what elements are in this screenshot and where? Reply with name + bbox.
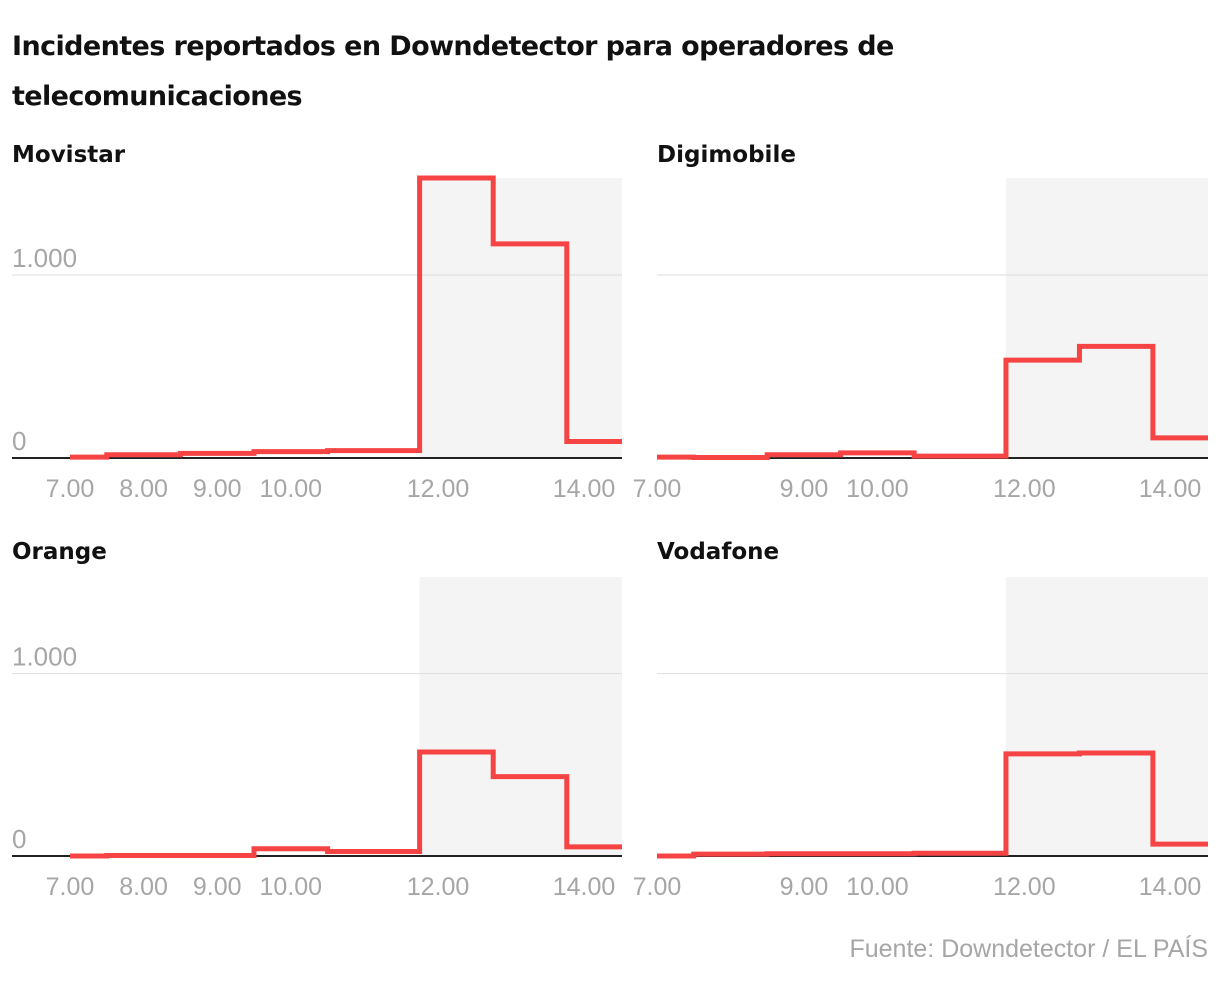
- y-tick-label: 0: [12, 824, 26, 854]
- x-tick-label: 7.00: [46, 475, 95, 503]
- x-tick-label: 7.00: [633, 475, 682, 503]
- x-tick-label: 12.00: [993, 873, 1056, 901]
- panel-title: Orange: [12, 539, 107, 565]
- panel-orange: Orange 0 1.000 7.00 8.00 9.00 10.00 12.00 14.00: [12, 539, 622, 901]
- x-tick-label: 10.00: [846, 873, 909, 901]
- x-tick-label: 10.00: [260, 475, 323, 503]
- x-tick-label: 7.00: [46, 873, 95, 901]
- x-tick-label: 8.00: [119, 475, 168, 503]
- x-tick-label: 14.00: [553, 475, 616, 503]
- highlight-band: [1005, 577, 1208, 856]
- x-tick-label: 9.00: [193, 873, 242, 901]
- highlight-band: [419, 178, 622, 458]
- x-tick-label: 7.00: [633, 873, 682, 901]
- x-tick-label: 14.00: [553, 873, 616, 901]
- highlight-band: [1005, 178, 1208, 458]
- x-tick-label: 10.00: [846, 475, 909, 503]
- x-tick-label: 14.00: [1139, 475, 1202, 503]
- x-tick-label: 8.00: [119, 873, 168, 901]
- x-tick-label: 12.00: [407, 873, 470, 901]
- x-tick-label: 14.00: [1139, 873, 1202, 901]
- chart-title: Incidentes reportados en Downdetector pa…: [12, 31, 894, 112]
- series-line: [657, 750, 1208, 859]
- x-tick-label: 9.00: [780, 873, 829, 901]
- series-line: [70, 749, 622, 859]
- panel-title: Movistar: [12, 142, 126, 168]
- source-note: Fuente: Downdetector / EL PAÍS: [849, 935, 1208, 963]
- x-tick-label: 12.00: [407, 475, 470, 503]
- highlight-band: [419, 577, 622, 856]
- panel-vodafone: Vodafone 7.00 9.00 10.00 12.00 14.00: [633, 539, 1208, 901]
- y-tick-label: 0: [12, 426, 26, 456]
- panel-digimobile: Digimobile 7.00 9.00 10.00 12.00 14.00: [633, 142, 1208, 503]
- x-tick-label: 9.00: [193, 475, 242, 503]
- x-tick-label: 10.00: [260, 873, 323, 901]
- panel-movistar: Movistar 0 1.000 7.00 8.00 9.00 10.00 12.00 14.0…: [12, 142, 622, 503]
- y-tick-label: 1.000: [12, 243, 77, 273]
- series-line: [70, 175, 622, 460]
- x-tick-label: 9.00: [780, 475, 829, 503]
- y-tick-label: 1.000: [12, 642, 77, 672]
- series-line: [657, 343, 1208, 460]
- panel-title: Digimobile: [657, 142, 796, 168]
- panel-title: Vodafone: [657, 539, 779, 565]
- x-tick-label: 12.00: [993, 475, 1056, 503]
